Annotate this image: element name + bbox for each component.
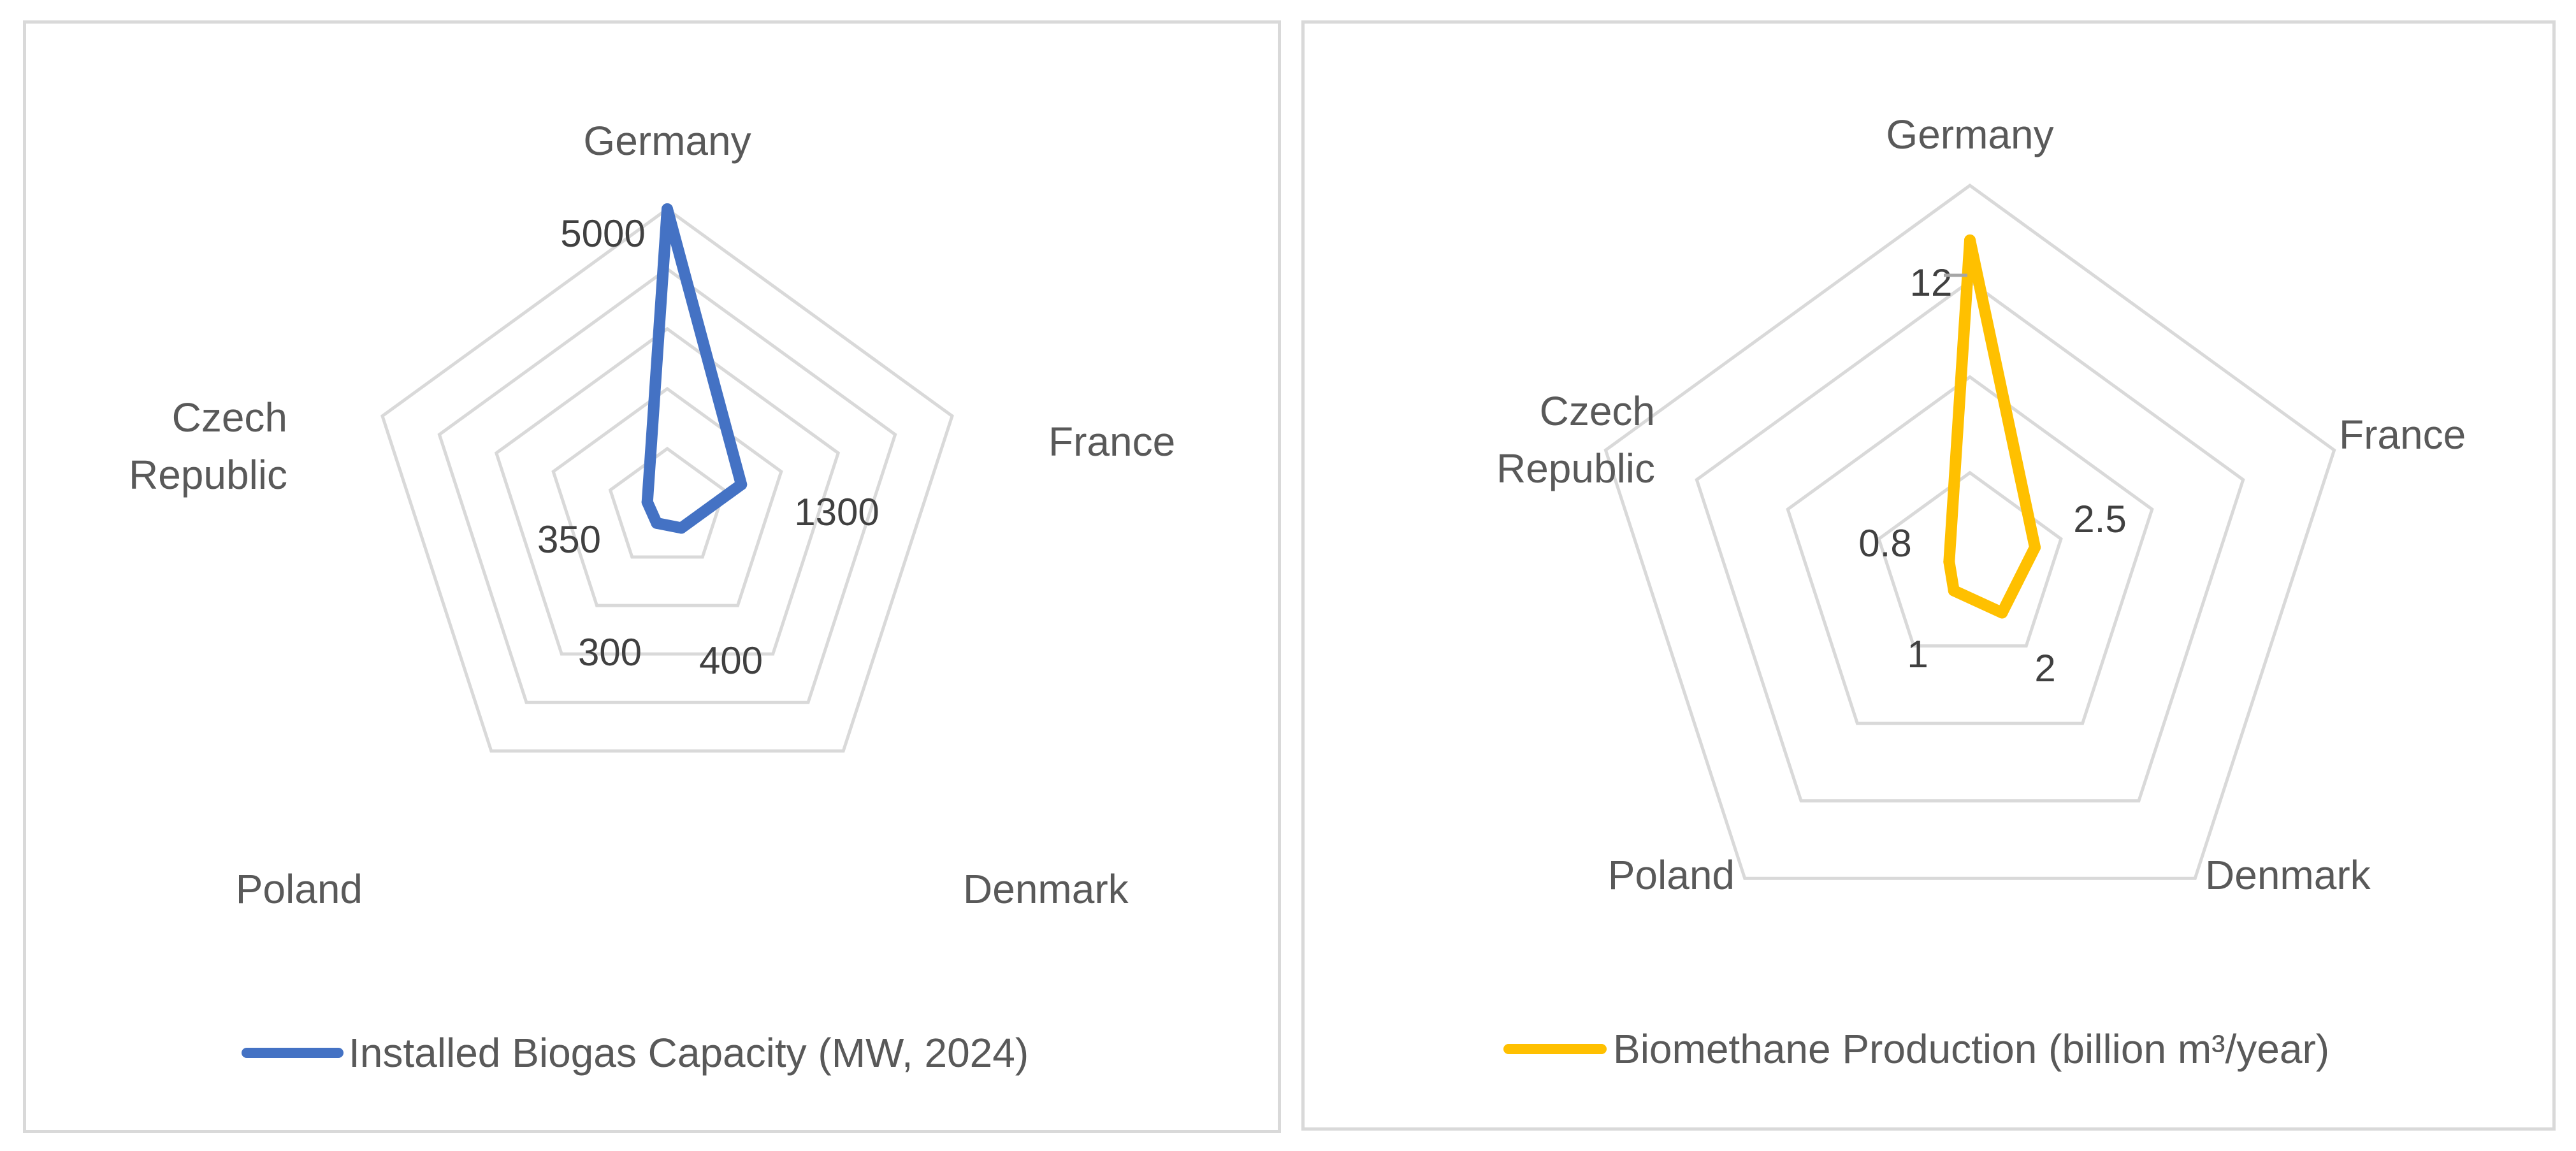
data-point-denmark bbox=[1996, 607, 2008, 619]
data-label-denmark: 400 bbox=[699, 639, 763, 682]
data-point-france bbox=[2029, 541, 2041, 553]
data-label-denmark: 2 bbox=[2034, 647, 2055, 690]
grid-ring-5 bbox=[380, 206, 954, 753]
grid-ring-3 bbox=[494, 326, 841, 656]
category-label-czech-republic: Czech Republic bbox=[1496, 388, 1655, 491]
data-label-france: 2.5 bbox=[2073, 498, 2126, 540]
data-label-poland: 1 bbox=[1907, 633, 1928, 676]
data-label-poland: 300 bbox=[578, 631, 642, 674]
category-label-france: France bbox=[1048, 419, 1175, 465]
series-line-biomethane-production-billion-m-year bbox=[1943, 234, 2041, 619]
data-point-czech-republic bbox=[641, 496, 653, 508]
category-label-france: France bbox=[2339, 412, 2466, 458]
data-point-denmark bbox=[676, 522, 688, 534]
grid-ring-4 bbox=[1603, 183, 2336, 880]
data-label-france: 1300 bbox=[794, 491, 879, 533]
data-label-czech-republic: 350 bbox=[537, 518, 601, 561]
data-label-germany: 5000 bbox=[560, 212, 645, 255]
data-label-germany: 12 bbox=[1910, 261, 1953, 304]
radar-chart-biomethane-svg: Germany France Denmark Poland Czech Republic 1… bbox=[1496, 112, 2466, 1072]
radar-chart-panel-capacity: Germany France Denmark Poland Czech Republic 5… bbox=[23, 20, 1281, 1133]
grid-ring-4 bbox=[437, 266, 897, 704]
grid-ring-3 bbox=[1695, 279, 2245, 803]
grid-ring-2 bbox=[551, 386, 783, 607]
data-point-poland bbox=[1948, 584, 1960, 597]
radar-chart-capacity-svg: Germany France Denmark Poland Czech Republic 5… bbox=[129, 118, 1175, 1076]
grid-ring-1 bbox=[1877, 470, 2063, 648]
data-point-france bbox=[735, 479, 748, 491]
data-label-czech-republic: 0.8 bbox=[1858, 522, 1911, 565]
category-label-germany: Germany bbox=[1886, 112, 2053, 157]
series-line-installed-biogas-capacity-mw-2024 bbox=[641, 203, 748, 534]
data-point-germany bbox=[662, 203, 673, 215]
legend-label: Installed Biogas Capacity (MW, 2024) bbox=[349, 1030, 1029, 1076]
category-label-denmark: Denmark bbox=[2205, 852, 2371, 898]
category-label-denmark: Denmark bbox=[963, 866, 1129, 912]
data-point-czech-republic bbox=[1943, 556, 1955, 568]
grid-ring-2 bbox=[1786, 375, 2154, 725]
category-label-poland: Poland bbox=[236, 866, 363, 912]
category-label-germany: Germany bbox=[583, 118, 751, 164]
grid-ring-1 bbox=[608, 446, 727, 559]
legend-label: Biomethane Production (billion m³/year) bbox=[1613, 1026, 2329, 1072]
category-label-poland: Poland bbox=[1608, 852, 1735, 898]
category-label-czech-republic: Czech Republic bbox=[129, 395, 287, 498]
data-point-poland bbox=[651, 517, 663, 529]
data-point-germany bbox=[1964, 234, 1976, 246]
radar-chart-panel-biomethane: Germany France Denmark Poland Czech Republic 1… bbox=[1301, 20, 2556, 1131]
